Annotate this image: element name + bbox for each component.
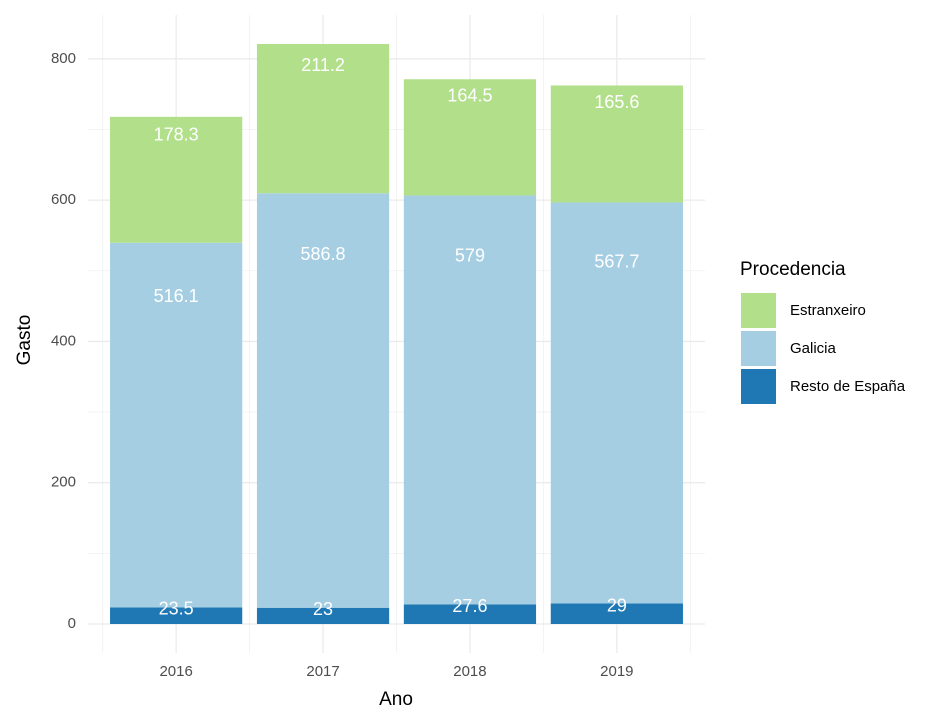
data-label: 27.6 (452, 596, 487, 616)
x-tick-label: 2016 (159, 663, 192, 680)
legend-title: Procedencia (740, 259, 846, 280)
bar-segment (403, 604, 537, 624)
data-label: 567.7 (594, 251, 639, 271)
data-label: 23.5 (159, 599, 194, 619)
data-label: 586.8 (301, 244, 346, 264)
x-tick-label: 2019 (600, 663, 633, 680)
legend-swatch (741, 369, 776, 404)
bar-segment (110, 116, 243, 243)
data-label: 164.5 (447, 85, 492, 105)
x-tick-label: 2018 (453, 663, 486, 680)
legend-swatch (741, 293, 776, 328)
y-tick-label: 600 (51, 191, 76, 208)
legend-swatch (741, 331, 776, 366)
legend-label: Resto de España (790, 378, 906, 395)
data-label: 178.3 (154, 124, 199, 144)
y-tick-label: 400 (51, 332, 76, 349)
bar-segment (110, 242, 243, 608)
data-label: 211.2 (301, 55, 345, 75)
data-label: 579 (455, 246, 485, 266)
y-tick-label: 0 (68, 615, 76, 632)
bar-segment (403, 195, 537, 605)
bar-segment (256, 607, 390, 624)
y-tick-label: 800 (51, 50, 76, 67)
bar-segment (550, 603, 683, 624)
bar-segment (110, 607, 243, 624)
bar-segment (550, 202, 683, 604)
data-label: 165.6 (594, 92, 639, 112)
data-label: 23 (313, 599, 333, 619)
bar-segment (550, 85, 683, 203)
legend-label: Estranxeiro (790, 302, 866, 319)
data-label: 516.1 (154, 286, 199, 306)
bar-segment (403, 79, 537, 196)
legend-label: Galicia (790, 340, 837, 357)
y-axis-title: Gasto (14, 315, 35, 366)
x-axis-title: Ano (379, 689, 413, 710)
x-tick-label: 2017 (306, 663, 339, 680)
y-tick-label: 200 (51, 474, 76, 491)
bar-segment (256, 193, 390, 608)
bar-segment (256, 44, 390, 194)
data-label: 29 (607, 595, 627, 615)
